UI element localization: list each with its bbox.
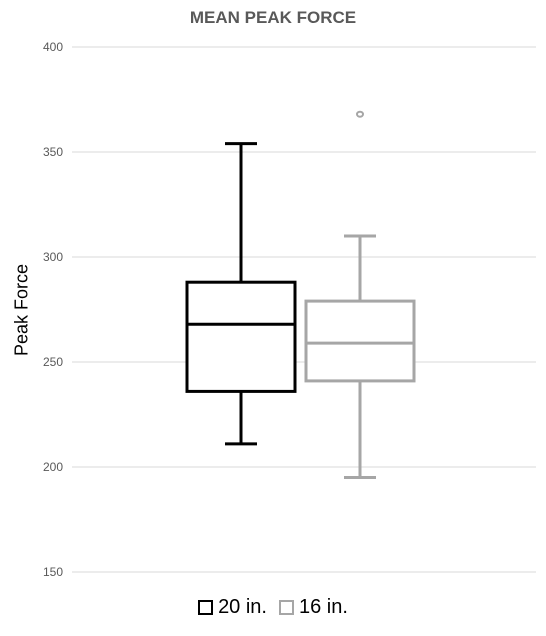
series-1-outlier-0 (356, 110, 364, 118)
chart-title: MEAN PEAK FORCE (189, 8, 357, 27)
plot-area: 150 200 250 300 350 400 (43, 40, 536, 579)
gridlines (72, 46, 536, 573)
y-tick-label-300: 300 (43, 250, 63, 264)
series-0-box (185, 280, 297, 393)
y-tick-label-250: 250 (43, 355, 63, 369)
legend-swatch-20in (198, 600, 214, 615)
y-tick-label-200: 200 (43, 460, 63, 474)
legend-item-16in: 16 in. (279, 596, 348, 619)
y-tick-label-350: 350 (43, 145, 63, 159)
legend-item-20in: 20 in. (198, 596, 267, 619)
legend-swatch-16in (279, 600, 294, 615)
y-tick-label-150: 150 (43, 565, 63, 579)
legend: 20 in. 16 in. (0, 596, 546, 619)
y-tick-labels: 150 200 250 300 350 400 (43, 40, 63, 579)
legend-label-16in: 16 in. (299, 596, 348, 618)
y-tick-label-400: 400 (43, 40, 63, 54)
boxes (185, 110, 416, 479)
series-1-box (304, 299, 416, 383)
legend-label-20in: 20 in. (218, 596, 267, 618)
